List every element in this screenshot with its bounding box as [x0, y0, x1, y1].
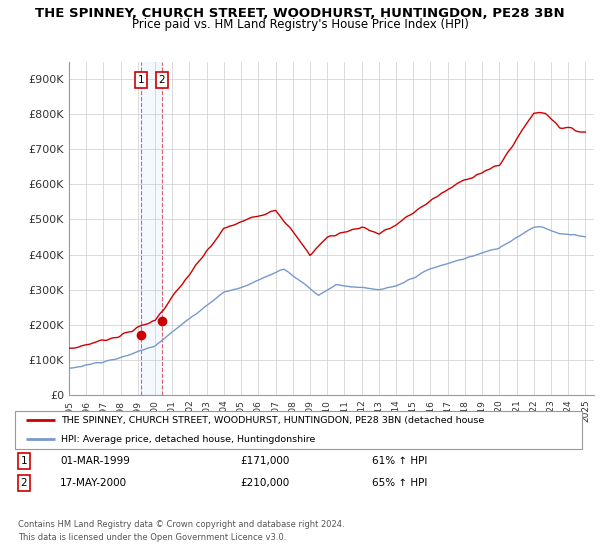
- Text: HPI: Average price, detached house, Huntingdonshire: HPI: Average price, detached house, Hunt…: [61, 435, 316, 444]
- Text: 2: 2: [158, 75, 165, 85]
- Text: Contains HM Land Registry data © Crown copyright and database right 2024.: Contains HM Land Registry data © Crown c…: [18, 520, 344, 529]
- Text: 2: 2: [20, 478, 28, 488]
- Text: THE SPINNEY, CHURCH STREET, WOODHURST, HUNTINGDON, PE28 3BN: THE SPINNEY, CHURCH STREET, WOODHURST, H…: [35, 7, 565, 20]
- Text: 61% ↑ HPI: 61% ↑ HPI: [372, 456, 427, 466]
- Text: 01-MAR-1999: 01-MAR-1999: [60, 456, 130, 466]
- Text: THE SPINNEY, CHURCH STREET, WOODHURST, HUNTINGDON, PE28 3BN (detached house: THE SPINNEY, CHURCH STREET, WOODHURST, H…: [61, 416, 484, 424]
- Bar: [141, 62, 161, 395]
- Text: Price paid vs. HM Land Registry's House Price Index (HPI): Price paid vs. HM Land Registry's House …: [131, 18, 469, 31]
- Text: This data is licensed under the Open Government Licence v3.0.: This data is licensed under the Open Gov…: [18, 533, 286, 542]
- Text: £210,000: £210,000: [240, 478, 289, 488]
- Text: 17-MAY-2000: 17-MAY-2000: [60, 478, 127, 488]
- Text: £171,000: £171,000: [240, 456, 289, 466]
- Text: 1: 1: [20, 456, 28, 466]
- FancyBboxPatch shape: [15, 411, 582, 449]
- Text: 65% ↑ HPI: 65% ↑ HPI: [372, 478, 427, 488]
- Text: 1: 1: [137, 75, 144, 85]
